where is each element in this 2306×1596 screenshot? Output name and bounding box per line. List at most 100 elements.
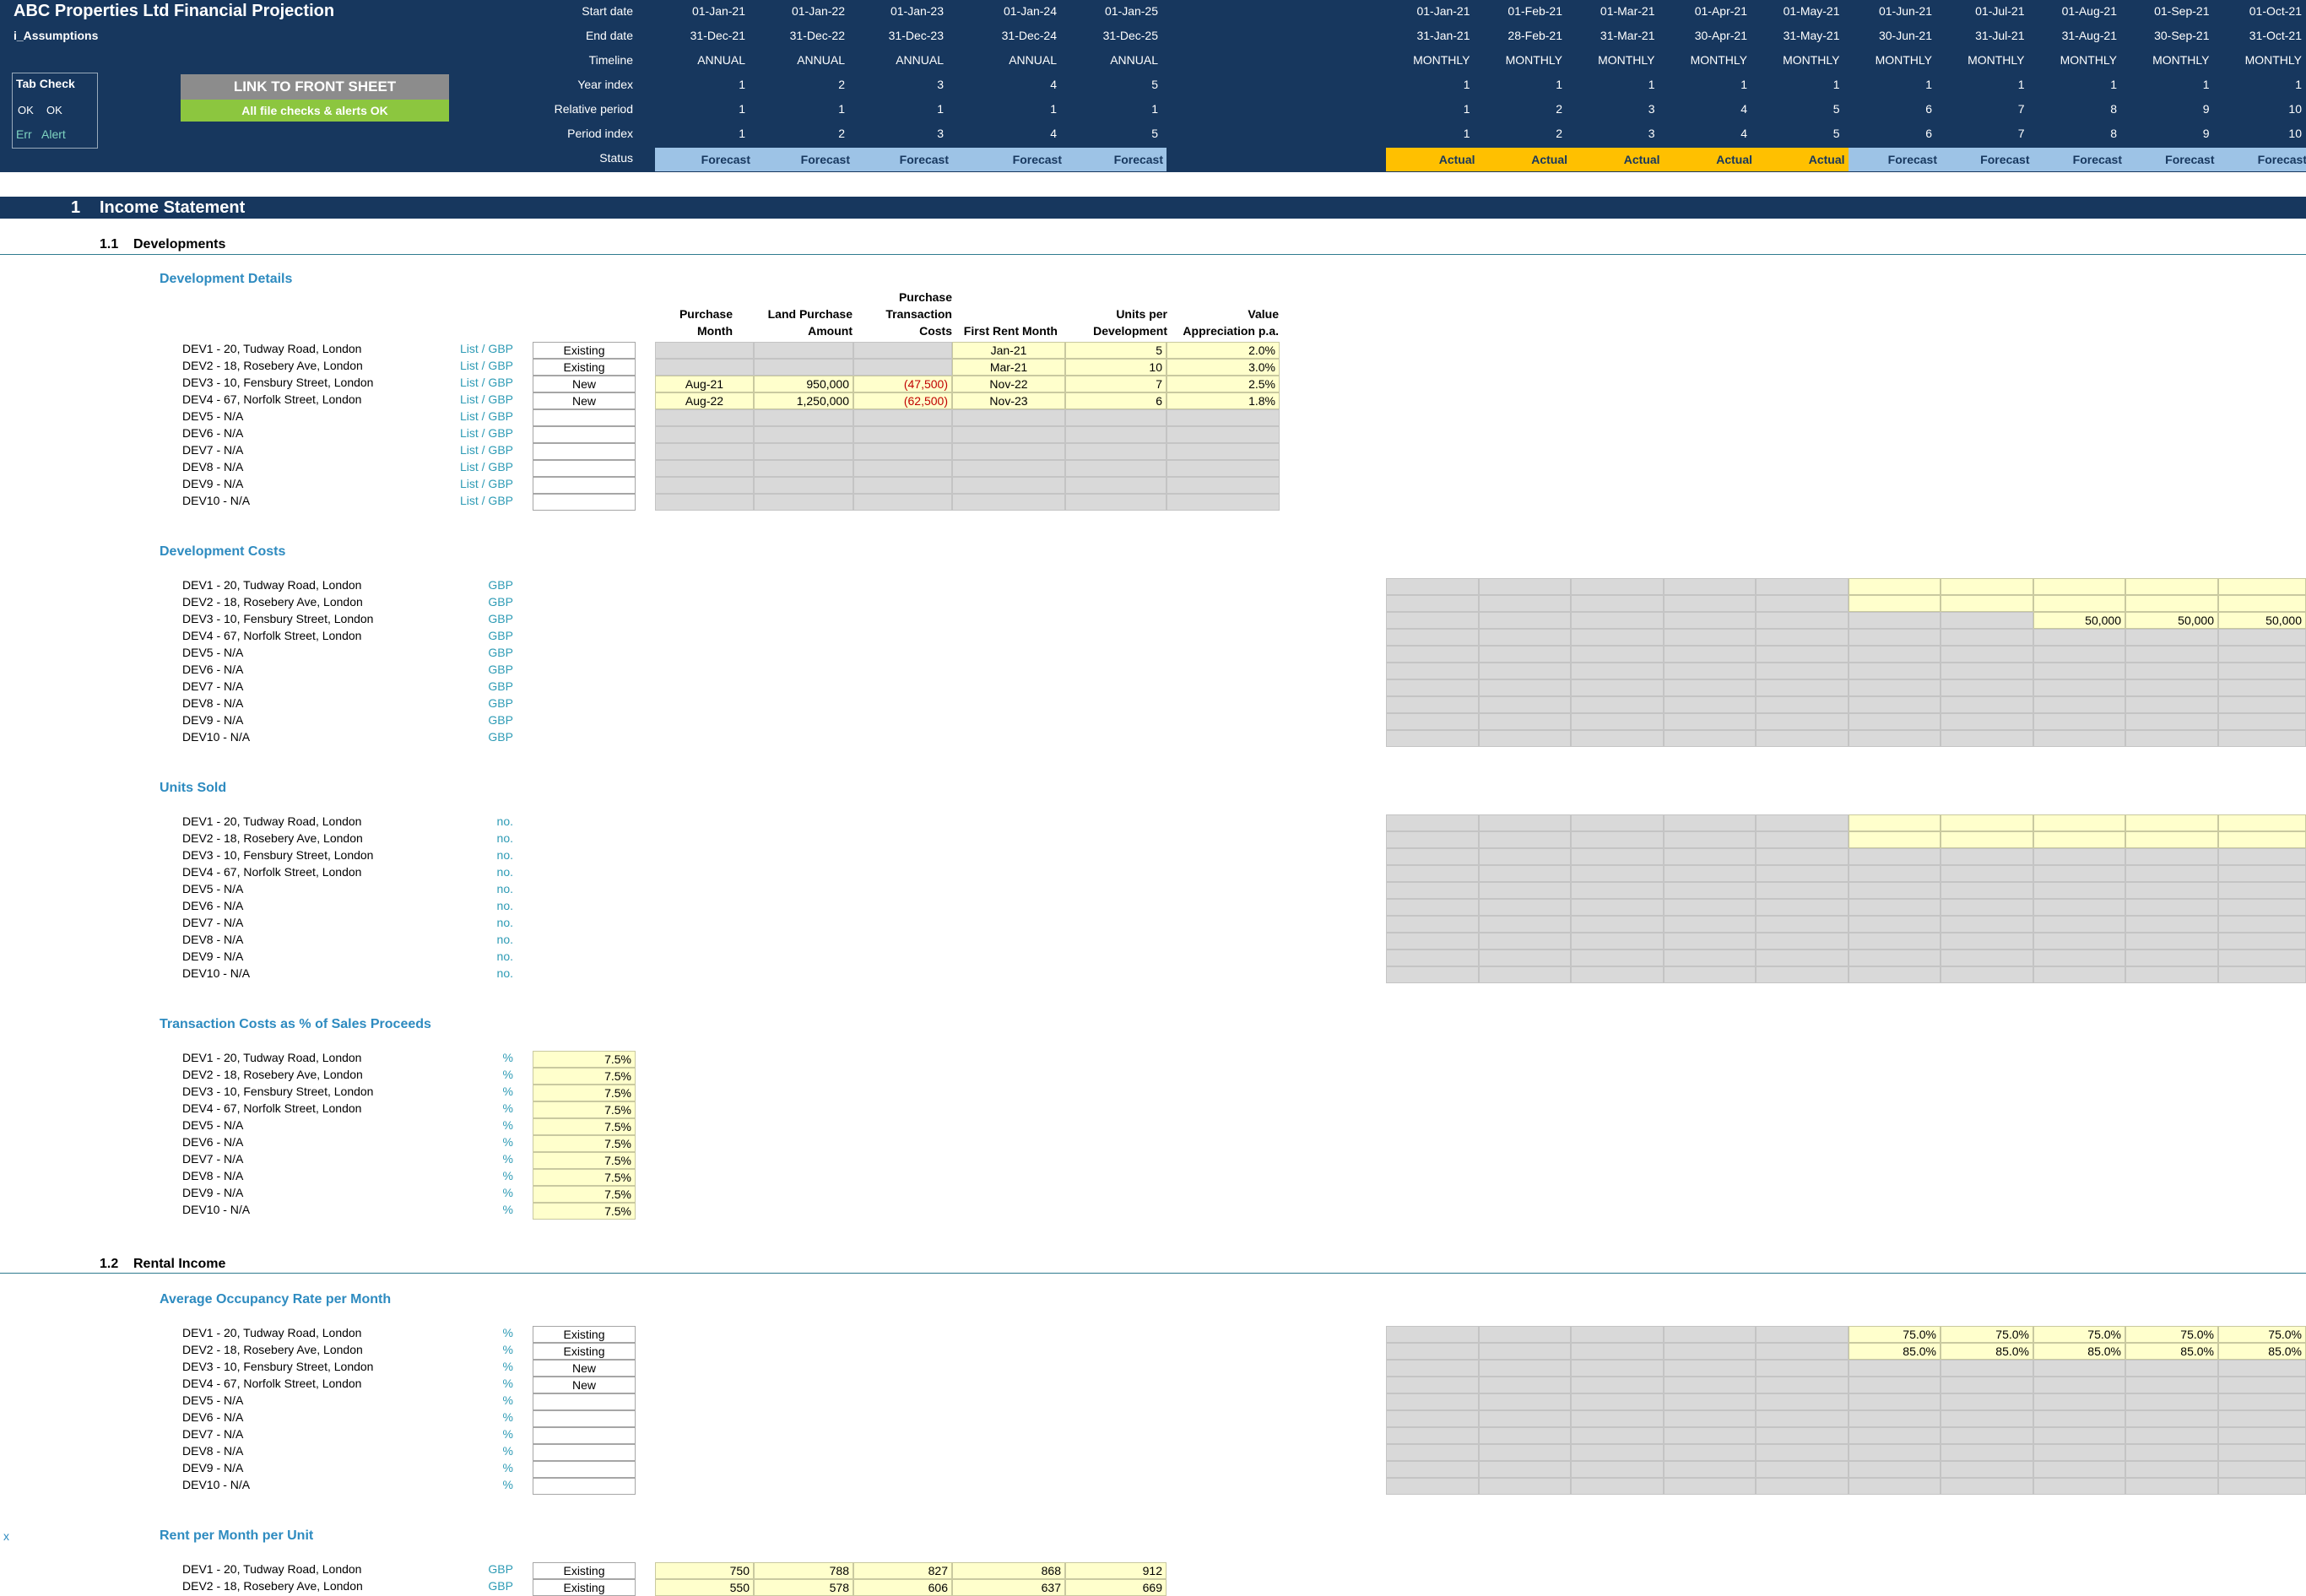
units-sold-input-cell[interactable]	[1571, 848, 1664, 865]
dev-costs-input-cell[interactable]	[1479, 663, 1571, 679]
units-sold-input-cell[interactable]	[1386, 814, 1479, 831]
units-sold-input-cell[interactable]	[1941, 882, 2033, 899]
dev-costs-input-cell[interactable]	[1849, 646, 1941, 663]
dev-costs-input-cell[interactable]	[1386, 578, 1479, 595]
units-sold-input-cell[interactable]	[1386, 949, 1479, 966]
dev-detail-appr-cell[interactable]	[1167, 460, 1280, 477]
occupancy-input-cell[interactable]	[1756, 1478, 1849, 1495]
dev-costs-input-cell[interactable]	[2218, 663, 2306, 679]
occupancy-input-cell[interactable]	[1756, 1410, 1849, 1427]
units-sold-input-cell[interactable]	[1756, 916, 1849, 933]
occupancy-input-cell[interactable]	[1756, 1444, 1849, 1461]
occupancy-input-cell[interactable]	[1756, 1326, 1849, 1343]
occupancy-input-cell[interactable]	[1756, 1377, 1849, 1393]
units-sold-input-cell[interactable]	[1756, 933, 1849, 949]
units-sold-input-cell[interactable]	[1479, 899, 1571, 916]
occupancy-input-cell[interactable]	[1941, 1444, 2033, 1461]
dev-costs-input-cell[interactable]	[1849, 578, 1941, 595]
occupancy-input-cell[interactable]	[2125, 1393, 2218, 1410]
dev-costs-input-cell[interactable]	[1941, 679, 2033, 696]
occupancy-input-cell[interactable]	[2033, 1393, 2125, 1410]
dev-cost-value-cell[interactable]: 50,000	[2218, 612, 2306, 629]
occupancy-input-cell[interactable]	[2033, 1427, 2125, 1444]
rent-type-select[interactable]: Existing	[533, 1562, 636, 1579]
dev-detail-txn-cell[interactable]	[853, 409, 952, 426]
dev-costs-input-cell[interactable]	[1941, 629, 2033, 646]
occupancy-rate-cell[interactable]: 75.0%	[1849, 1326, 1941, 1343]
units-sold-input-cell[interactable]	[1756, 882, 1849, 899]
units-sold-input-cell[interactable]	[2218, 865, 2306, 882]
dev-costs-input-cell[interactable]	[1941, 578, 2033, 595]
rent-value-cell[interactable]: 550	[655, 1579, 754, 1596]
units-sold-input-cell[interactable]	[2033, 831, 2125, 848]
units-sold-input-cell[interactable]	[2125, 966, 2218, 983]
dev-costs-input-cell[interactable]	[1756, 595, 1849, 612]
occupancy-rate-cell[interactable]: 75.0%	[2033, 1326, 2125, 1343]
units-sold-input-cell[interactable]	[1479, 949, 1571, 966]
occupancy-type-select[interactable]	[533, 1427, 636, 1444]
dev-costs-input-cell[interactable]	[1941, 595, 2033, 612]
occupancy-input-cell[interactable]	[1571, 1478, 1664, 1495]
dev-costs-input-cell[interactable]	[1386, 595, 1479, 612]
dev-costs-input-cell[interactable]	[2033, 595, 2125, 612]
dev-costs-input-cell[interactable]	[1479, 612, 1571, 629]
dev-costs-input-cell[interactable]	[1941, 696, 2033, 713]
dev-costs-input-cell[interactable]	[2218, 578, 2306, 595]
dev-costs-input-cell[interactable]	[2218, 730, 2306, 747]
occupancy-input-cell[interactable]	[1386, 1377, 1479, 1393]
occupancy-input-cell[interactable]	[2033, 1461, 2125, 1478]
dev-detail-land-cell[interactable]: 1,250,000	[754, 392, 853, 409]
units-sold-input-cell[interactable]	[1571, 899, 1664, 916]
units-sold-input-cell[interactable]	[2218, 831, 2306, 848]
dev-costs-input-cell[interactable]	[1479, 646, 1571, 663]
dev-type-select[interactable]: Existing	[533, 342, 636, 359]
dev-detail-purchase-month-cell[interactable]: Aug-21	[655, 376, 754, 392]
dev-costs-input-cell[interactable]	[1479, 629, 1571, 646]
occupancy-input-cell[interactable]	[2033, 1377, 2125, 1393]
occupancy-input-cell[interactable]	[2125, 1360, 2218, 1377]
occupancy-type-select[interactable]: Existing	[533, 1343, 636, 1360]
units-sold-input-cell[interactable]	[1479, 865, 1571, 882]
occupancy-input-cell[interactable]	[1941, 1461, 2033, 1478]
dev-detail-units-cell[interactable]: 7	[1065, 376, 1167, 392]
dev-costs-input-cell[interactable]	[1571, 696, 1664, 713]
units-sold-input-cell[interactable]	[1664, 916, 1756, 933]
dev-costs-input-cell[interactable]	[1571, 578, 1664, 595]
txn-cost-pct-input[interactable]: 7.5%	[533, 1085, 636, 1101]
units-sold-input-cell[interactable]	[1386, 848, 1479, 865]
occupancy-input-cell[interactable]	[1479, 1326, 1571, 1343]
occupancy-input-cell[interactable]	[1571, 1393, 1664, 1410]
dev-costs-input-cell[interactable]	[2218, 629, 2306, 646]
occupancy-input-cell[interactable]	[1849, 1410, 1941, 1427]
occupancy-input-cell[interactable]	[2218, 1377, 2306, 1393]
occupancy-input-cell[interactable]	[1571, 1343, 1664, 1360]
dev-costs-input-cell[interactable]	[1664, 679, 1756, 696]
dev-costs-input-cell[interactable]	[1571, 612, 1664, 629]
dev-type-select[interactable]	[533, 460, 636, 477]
units-sold-input-cell[interactable]	[2218, 933, 2306, 949]
units-sold-input-cell[interactable]	[2125, 831, 2218, 848]
occupancy-input-cell[interactable]	[2218, 1410, 2306, 1427]
occupancy-input-cell[interactable]	[2218, 1461, 2306, 1478]
dev-detail-units-cell[interactable]	[1065, 460, 1167, 477]
units-sold-input-cell[interactable]	[1664, 848, 1756, 865]
occupancy-input-cell[interactable]	[1756, 1343, 1849, 1360]
occupancy-rate-cell[interactable]: 85.0%	[2125, 1343, 2218, 1360]
dev-detail-purchase-month-cell[interactable]	[655, 342, 754, 359]
dev-costs-input-cell[interactable]	[1756, 713, 1849, 730]
occupancy-input-cell[interactable]	[1571, 1360, 1664, 1377]
occupancy-input-cell[interactable]	[1849, 1444, 1941, 1461]
dev-costs-input-cell[interactable]	[1849, 679, 1941, 696]
dev-detail-units-cell[interactable]: 10	[1065, 359, 1167, 376]
dev-costs-input-cell[interactable]	[1386, 612, 1479, 629]
units-sold-input-cell[interactable]	[2218, 949, 2306, 966]
occupancy-type-select[interactable]: Existing	[533, 1326, 636, 1343]
occupancy-rate-cell[interactable]: 85.0%	[1849, 1343, 1941, 1360]
units-sold-input-cell[interactable]	[1849, 899, 1941, 916]
dev-detail-land-cell[interactable]: 950,000	[754, 376, 853, 392]
dev-cost-value-cell[interactable]: 50,000	[2033, 612, 2125, 629]
units-sold-input-cell[interactable]	[2033, 899, 2125, 916]
occupancy-type-select[interactable]	[533, 1444, 636, 1461]
dev-detail-txn-cell[interactable]	[853, 359, 952, 376]
dev-costs-input-cell[interactable]	[2033, 578, 2125, 595]
